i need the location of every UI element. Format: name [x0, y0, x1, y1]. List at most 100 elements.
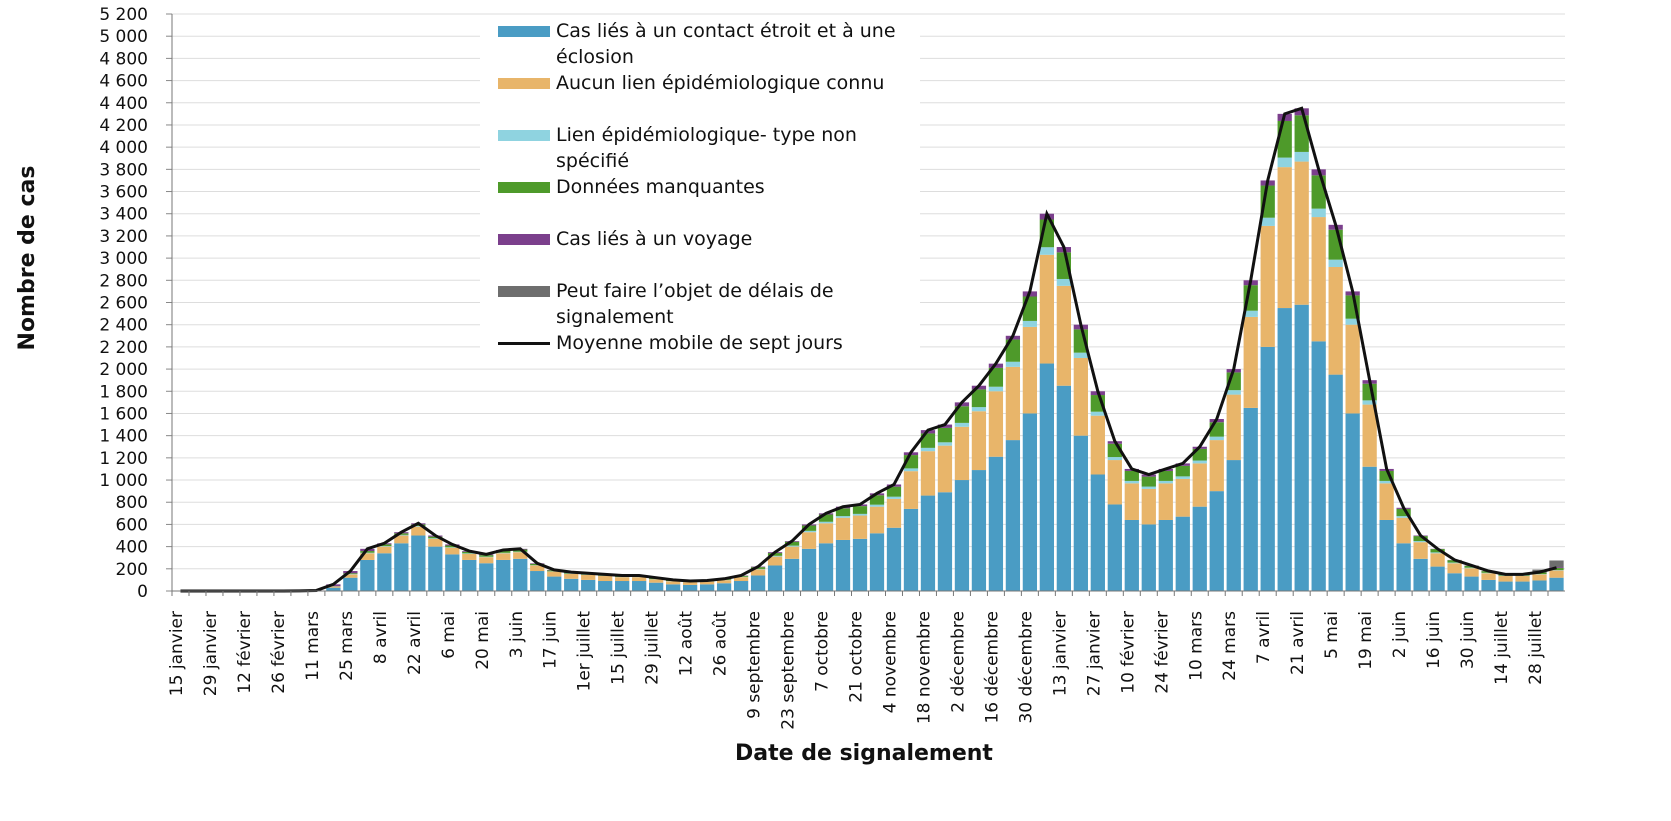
bar-segment — [734, 581, 748, 591]
bar-segment — [428, 547, 442, 591]
bar-segment — [1481, 580, 1495, 591]
bar-segment — [1549, 560, 1563, 567]
bar-segment — [1261, 218, 1275, 226]
legend-item: Peut faire l’objet de délais de signalem… — [480, 278, 920, 330]
bar-segment — [1396, 518, 1410, 544]
bar-segment — [836, 518, 850, 540]
bar-segment — [972, 407, 986, 411]
x-tick-label: 21 octobre — [847, 611, 867, 703]
y-tick-label: 5 200 — [99, 5, 148, 25]
bar-segment — [1295, 152, 1309, 162]
bar-segment — [581, 575, 595, 580]
x-tick-label: 17 juin — [541, 611, 561, 669]
bar-segment — [1074, 436, 1088, 591]
bar-segment — [802, 532, 816, 549]
bar-segment — [377, 547, 391, 554]
bar-segment — [1142, 477, 1156, 487]
legend-item: Aucun lien épidémiologique connu — [480, 70, 920, 122]
bar-segment — [564, 574, 578, 579]
x-tick-label: 24 mars — [1220, 611, 1240, 681]
legend-label: Cas liés à un voyage — [556, 226, 752, 252]
bar-segment — [1176, 517, 1190, 591]
x-tick-label: 30 décembre — [1016, 611, 1036, 724]
bar-segment — [598, 581, 612, 591]
bar-segment — [1278, 167, 1292, 308]
bar-segment — [955, 427, 969, 480]
bar-segment — [1108, 504, 1122, 591]
bar-segment — [666, 584, 680, 591]
bar-segment — [1108, 460, 1122, 504]
bar-segment — [547, 577, 561, 591]
x-tick-label: 9 septembre — [745, 611, 765, 719]
y-tick-label: 4 600 — [99, 72, 148, 92]
bar-segment — [632, 581, 646, 591]
legend-item: Cas liés à un voyage — [480, 226, 920, 278]
bar-segment — [1363, 467, 1377, 591]
bar-segment — [1464, 568, 1478, 576]
bar-segment — [377, 553, 391, 591]
bar-segment — [1329, 267, 1343, 375]
bar-segment — [1244, 408, 1258, 591]
legend-item: Cas liés à un contact étroit et à une éc… — [480, 18, 920, 70]
bar-segment — [445, 554, 459, 591]
bar-segment — [870, 533, 884, 591]
bar-segment — [1074, 353, 1088, 358]
bar-segment — [938, 442, 952, 445]
bar-segment — [360, 551, 374, 553]
bar-segment — [887, 528, 901, 591]
bar-segment — [853, 516, 867, 539]
bar-segment — [1006, 362, 1020, 367]
y-tick-label: 3 000 — [99, 249, 148, 269]
bar-segment — [921, 451, 935, 495]
legend-label: Aucun lien épidémiologique connu — [556, 70, 884, 96]
bar-segment — [1227, 390, 1241, 394]
bar-segment — [1396, 543, 1410, 591]
y-tick-label: 4 200 — [99, 116, 148, 136]
bar-segment — [530, 571, 544, 591]
bar-segment — [1159, 483, 1173, 520]
x-tick-label: 23 septembre — [779, 611, 799, 730]
x-tick-label: 29 janvier — [201, 611, 221, 696]
bar-segment — [853, 506, 867, 514]
bar-segment — [1142, 487, 1156, 489]
x-tick-label: 16 juin — [1424, 611, 1444, 669]
legend-swatch — [498, 234, 550, 245]
bar-segment — [1023, 327, 1037, 414]
bar-segment — [1006, 367, 1020, 440]
y-tick-label: 1 000 — [99, 471, 148, 491]
bar-segment — [1312, 341, 1326, 591]
x-tick-label: 26 août — [711, 611, 731, 677]
legend-swatch — [498, 182, 550, 193]
bar-segment — [904, 468, 918, 471]
bar-segment — [1210, 440, 1224, 491]
bar-segment — [1006, 440, 1020, 591]
x-tick-label: 15 juillet — [609, 611, 629, 685]
bar-segment — [1481, 573, 1495, 580]
x-tick-label: 12 août — [677, 611, 697, 677]
bar-segment — [1023, 321, 1037, 327]
bar-segment — [1125, 471, 1139, 481]
y-tick-label: 1 400 — [99, 427, 148, 447]
bar-segment — [1142, 489, 1156, 525]
y-tick-label: 600 — [116, 515, 148, 535]
bar-segment — [1464, 577, 1478, 591]
bar-segment — [1430, 553, 1444, 566]
bar-segment — [1430, 567, 1444, 591]
y-tick-label: 2 800 — [99, 271, 148, 291]
bar-segment — [598, 576, 612, 581]
bar-segment — [683, 585, 697, 591]
bar-segment — [1312, 209, 1326, 217]
legend-item: Lien épidémiologique- type non spécifié — [480, 122, 920, 174]
bar-segment — [428, 539, 442, 547]
bar-segment — [462, 560, 476, 591]
y-tick-label: 1 200 — [99, 449, 148, 469]
bar-segment — [1413, 542, 1427, 559]
bar-segment — [938, 428, 952, 442]
bar-segment — [1159, 481, 1173, 483]
bar-segment — [921, 496, 935, 591]
x-tick-label: 21 avril — [1288, 611, 1308, 675]
y-tick-label: 3 800 — [99, 160, 148, 180]
bar-segment — [1312, 217, 1326, 341]
legend-item: Données manquantes — [480, 174, 920, 226]
